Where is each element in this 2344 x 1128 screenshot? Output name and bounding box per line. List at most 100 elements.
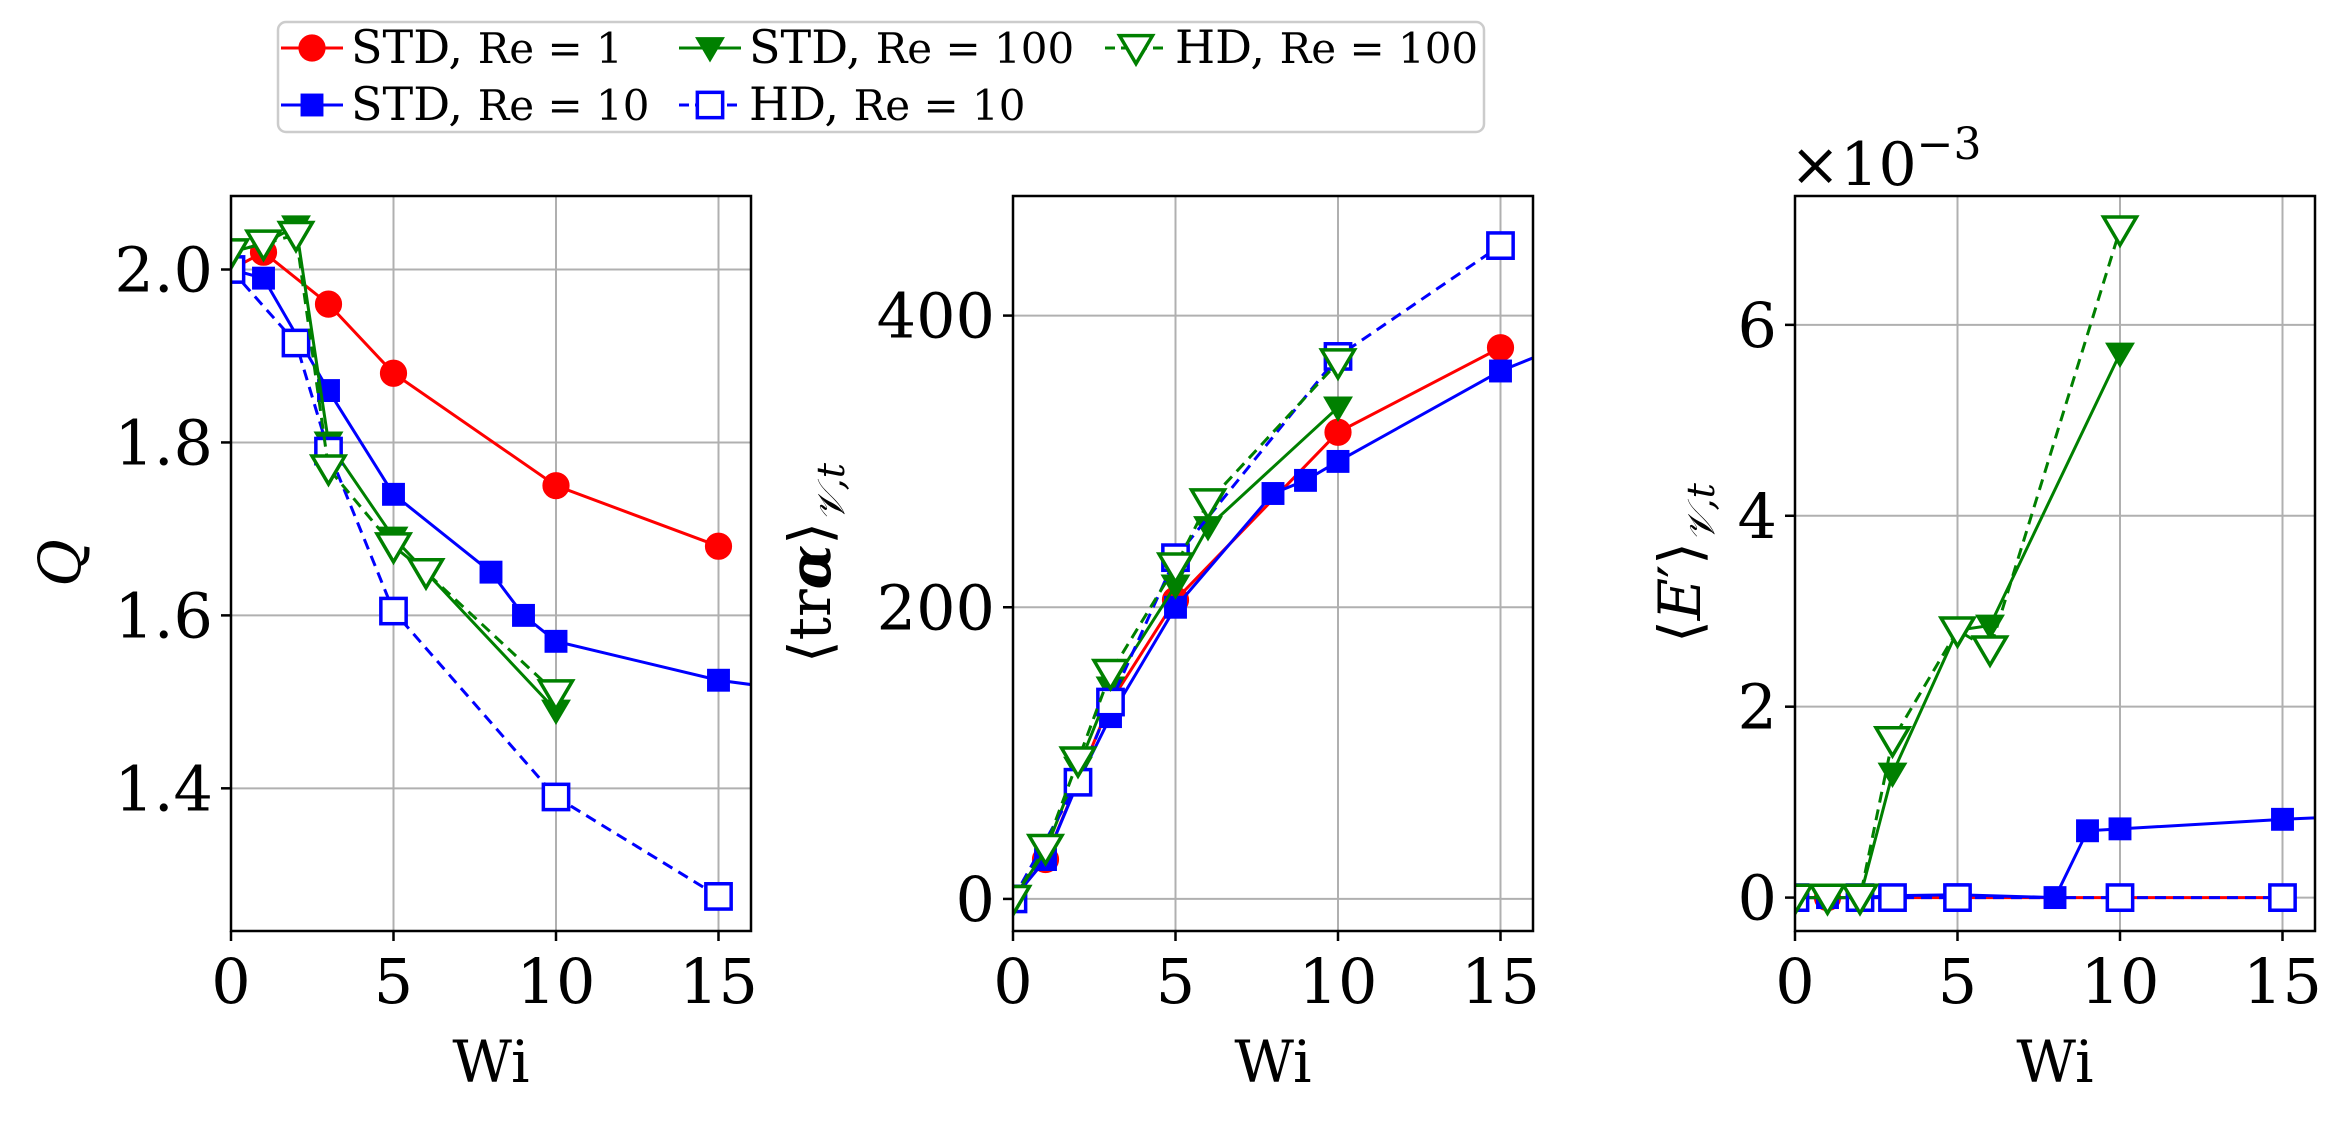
legend-entry-std-re100: STD, Re = 100 <box>679 20 1074 74</box>
series-std_re10 <box>231 258 794 699</box>
series-hd_re100 <box>231 220 576 713</box>
data-point <box>276 220 316 255</box>
data-point <box>1807 883 1848 917</box>
y-axis-label: ⟨trα⟩𝒱,t <box>776 462 853 663</box>
x-axis-label: Wi <box>452 1028 529 1096</box>
legend-re: Re = 10 <box>854 81 1026 130</box>
legend-marker <box>695 37 725 63</box>
series-std_re10 <box>1013 356 1533 911</box>
legend-marker <box>298 34 326 62</box>
svg-text:STD, Re = 100: STD, Re = 100 <box>749 20 1074 74</box>
y-tick-label: 1.4 <box>114 752 213 825</box>
data-point <box>314 290 343 318</box>
legend-entry-std-re10: STD, Re = 10 <box>281 77 650 131</box>
y-tick-label: 2 <box>1738 671 1777 744</box>
data-point <box>2100 215 2140 249</box>
data-point <box>1489 359 1512 383</box>
y-tick-label: 0 <box>956 863 995 936</box>
x-tick-label: 0 <box>993 945 1032 1018</box>
legend-re: Re = 100 <box>1280 24 1479 73</box>
y-label-close: ⟩ <box>1646 542 1714 565</box>
y-label-main: ⟨tr <box>776 589 844 663</box>
data-point <box>281 328 311 358</box>
data-point <box>541 782 571 812</box>
y-tick-label: 2.0 <box>114 234 213 307</box>
data-point <box>379 359 408 387</box>
data-point <box>252 266 275 290</box>
x-tick-label: 15 <box>2243 945 2322 1018</box>
series-hd_re10 <box>231 255 733 911</box>
data-point <box>382 482 405 506</box>
legend-marker <box>300 93 324 117</box>
y-axis-label: Q <box>26 539 94 587</box>
data-point <box>544 629 568 653</box>
y-label-alpha: α <box>776 545 844 590</box>
svg-text:STD, Re = 10: STD, Re = 10 <box>351 77 650 131</box>
x-tick-label: 5 <box>1938 945 1977 1018</box>
y-axis-label: ⟨E′⟩𝒱,t <box>1646 482 1723 643</box>
legend-re: Re = 1 <box>478 24 623 73</box>
data-point <box>1872 725 1913 760</box>
series-line <box>231 268 720 898</box>
x-tick-label: 5 <box>1156 945 1195 1018</box>
data-point <box>1486 334 1515 362</box>
x-tick-label: 10 <box>517 945 596 1018</box>
data-point <box>1326 449 1350 473</box>
x-tick-label: 5 <box>374 945 413 1018</box>
series-hd_re100 <box>1795 215 2140 917</box>
data-point <box>512 603 535 627</box>
svg-text:HD, Re = 100: HD, Re = 100 <box>1175 20 1478 74</box>
data-point <box>1840 883 1880 917</box>
data-point <box>406 558 446 592</box>
x-tick-label: 15 <box>1461 945 1540 1018</box>
data-point <box>1878 883 1907 912</box>
legend-box <box>276 20 1486 134</box>
x-tick-label: 0 <box>1775 945 1814 1018</box>
offset-exponent: −3 <box>1917 119 1982 170</box>
y-tick-label: 6 <box>1738 289 1777 362</box>
data-point <box>231 238 251 272</box>
y-label-sub: 𝒱,t <box>809 462 853 522</box>
series-line <box>1013 356 1533 900</box>
x-tick-label: 0 <box>211 945 250 1018</box>
data-point <box>1318 348 1358 382</box>
data-point <box>1013 884 1033 919</box>
legend-prefix: HD, <box>749 77 839 131</box>
legend-entry-hd-re100: HD, Re = 100 <box>1105 20 1478 74</box>
svg-text:STD, Re = 1: STD, Re = 1 <box>351 20 623 74</box>
data-point <box>373 532 414 566</box>
data-point <box>1261 482 1285 505</box>
y-tick-label: 200 <box>877 571 995 644</box>
y-tick-label: 1.8 <box>114 406 213 479</box>
data-point <box>707 668 730 692</box>
x-tick-label: 10 <box>2081 945 2160 1018</box>
data-point <box>2105 342 2135 369</box>
data-point <box>1164 595 1187 619</box>
data-point <box>1795 883 1815 917</box>
panel-tr-alpha: 0 5 10 15 0 200 400 Wi ⟨trα⟩𝒱,t <box>776 194 1540 1096</box>
data-point <box>1486 231 1515 260</box>
panel-e-prime: 0 5 10 15 0 2 4 6 Wi ⟨E′⟩𝒱,t ×10−3 <box>1646 119 2322 1096</box>
y-label-main: ⟨ <box>1646 620 1714 643</box>
legend-entry-hd-re10: HD, Re = 10 <box>679 77 1025 131</box>
data-point <box>536 679 576 713</box>
x-tick-label: 10 <box>1299 945 1378 1018</box>
y-tick-label: 1.6 <box>114 579 213 652</box>
y-label-e: E <box>1646 578 1714 621</box>
series-line <box>231 268 751 687</box>
panel-q: 0 5 10 15 1.4 1.6 1.8 2.0 Wi Q <box>26 194 794 1096</box>
y-tick-label: 0 <box>1738 862 1777 935</box>
data-point <box>308 454 349 488</box>
legend-prefix: HD, <box>1175 20 1265 74</box>
legend-prefix: STD, <box>351 20 463 74</box>
y-tick-label: 400 <box>877 280 995 353</box>
x-axis-label: Wi <box>1234 1028 1311 1096</box>
data-point <box>773 678 794 699</box>
x-axis-label: Wi <box>2016 1028 2093 1096</box>
y-tick-label: 4 <box>1738 480 1777 553</box>
y-label-close: ⟩ <box>776 522 844 545</box>
data-point <box>1943 883 1972 912</box>
data-point <box>2108 817 2132 841</box>
y-label-sub: 𝒱,t <box>1679 482 1723 542</box>
